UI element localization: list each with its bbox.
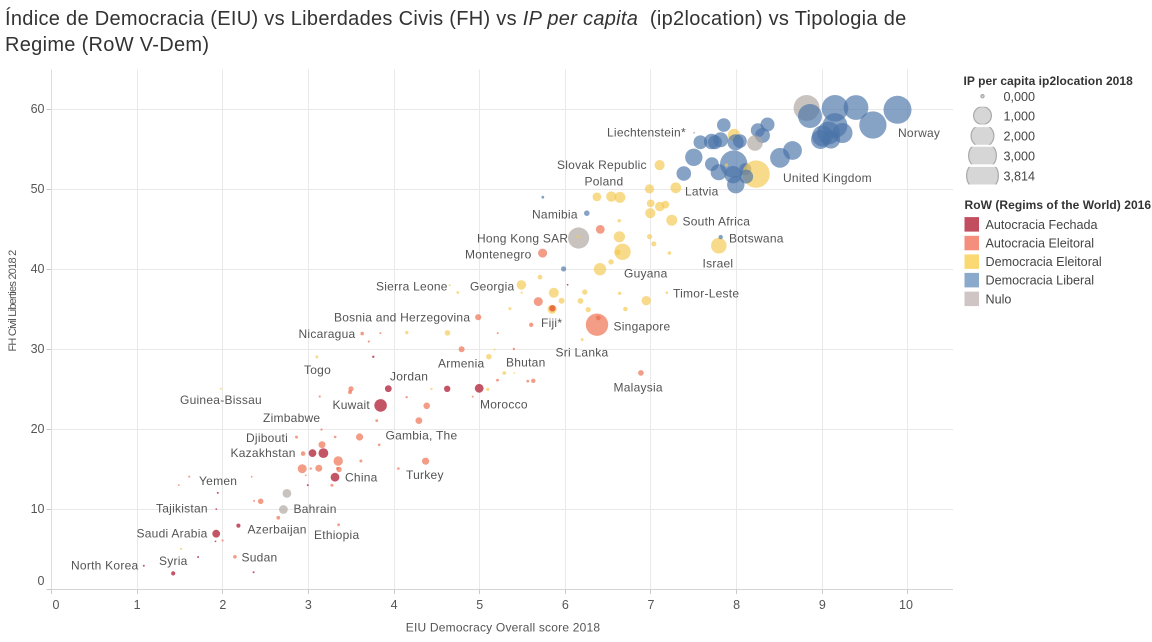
svg-text:Togo: Togo	[304, 363, 331, 377]
svg-text:4: 4	[391, 598, 398, 612]
svg-text:Israel: Israel	[703, 257, 734, 271]
svg-text:EIU Democracy Overall score 20: EIU Democracy Overall score 2018	[406, 621, 601, 635]
svg-text:1: 1	[134, 598, 141, 612]
svg-text:Armenia: Armenia	[438, 357, 485, 371]
svg-text:Nulo: Nulo	[986, 292, 1012, 306]
svg-text:Namibia: Namibia	[532, 208, 578, 222]
svg-text:3,814: 3,814	[1004, 169, 1036, 183]
svg-text:Malaysia: Malaysia	[614, 381, 663, 395]
svg-text:Timor-Leste: Timor-Leste	[673, 287, 739, 301]
svg-text:5: 5	[476, 598, 483, 612]
svg-text:0: 0	[38, 574, 45, 588]
svg-text:Autocracia Eleitoral: Autocracia Eleitoral	[986, 237, 1095, 251]
svg-text:Sudan: Sudan	[242, 551, 278, 565]
svg-text:Tajikistan: Tajikistan	[156, 502, 208, 516]
svg-text:Autocracia Fechada: Autocracia Fechada	[986, 218, 1098, 232]
svg-text:China: China	[345, 471, 378, 485]
svg-text:Morocco: Morocco	[480, 398, 528, 412]
svg-text:North Korea: North Korea	[71, 559, 139, 573]
svg-text:Zimbabwe: Zimbabwe	[263, 411, 320, 425]
svg-text:Bahrain: Bahrain	[294, 502, 337, 516]
svg-text:6: 6	[562, 598, 569, 612]
svg-text:Singapore: Singapore	[614, 320, 671, 334]
svg-text:Liechtenstein*: Liechtenstein*	[607, 126, 686, 140]
svg-text:Slovak Republic: Slovak Republic	[557, 158, 647, 172]
svg-text:10: 10	[31, 502, 45, 516]
svg-text:Sri Lanka: Sri Lanka	[556, 346, 609, 360]
svg-text:50: 50	[31, 182, 45, 196]
svg-text:0,000: 0,000	[1004, 90, 1036, 104]
svg-text:IP per capita ip2location 2018: IP per capita ip2location 2018	[964, 74, 1134, 88]
svg-text:40: 40	[31, 262, 45, 276]
svg-text:Democracia Liberal: Democracia Liberal	[986, 274, 1095, 288]
svg-text:30: 30	[31, 342, 45, 356]
svg-text:Azerbaijan: Azerbaijan	[248, 523, 307, 537]
svg-text:Fiji*: Fiji*	[541, 316, 562, 330]
svg-text:3: 3	[305, 598, 312, 612]
svg-text:South Africa: South Africa	[683, 215, 751, 229]
svg-text:Bosnia and Herzegovina: Bosnia and Herzegovina	[334, 311, 470, 325]
svg-text:Turkey: Turkey	[406, 468, 444, 482]
svg-text:2: 2	[219, 598, 226, 612]
svg-text:Kuwait: Kuwait	[333, 398, 371, 412]
svg-text:United Kingdom: United Kingdom	[783, 171, 872, 185]
svg-text:Guyana: Guyana	[624, 267, 668, 281]
svg-text:Norway: Norway	[898, 126, 940, 140]
svg-text:Montenegro: Montenegro	[465, 248, 532, 262]
svg-text:Poland: Poland	[585, 175, 624, 189]
svg-text:Jordan: Jordan	[390, 370, 428, 384]
svg-text:3,000: 3,000	[1004, 149, 1036, 163]
svg-text:1,000: 1,000	[1004, 109, 1036, 123]
svg-text:Democracia Eleitoral: Democracia Eleitoral	[986, 255, 1102, 269]
svg-text:Saudi Arabia: Saudi Arabia	[137, 527, 208, 541]
svg-text:10: 10	[899, 598, 913, 612]
svg-text:Ethiopia: Ethiopia	[314, 528, 359, 542]
svg-text:2,000: 2,000	[1004, 130, 1036, 144]
svg-text:Syria: Syria	[159, 554, 188, 568]
svg-text:FH Civil Liberties 2018 2: FH Civil Liberties 2018 2	[7, 250, 19, 352]
svg-text:Bhutan: Bhutan	[506, 356, 546, 370]
svg-text:Botswana: Botswana	[729, 232, 784, 246]
svg-text:20: 20	[31, 422, 45, 436]
svg-text:Hong Kong SAR: Hong Kong SAR	[477, 232, 568, 246]
svg-text:Latvia: Latvia	[685, 185, 719, 199]
svg-text:Gambia, The: Gambia, The	[386, 429, 458, 443]
svg-text:8: 8	[733, 598, 740, 612]
svg-text:Djibouti: Djibouti	[246, 431, 288, 445]
svg-text:Kazakhstan: Kazakhstan	[231, 446, 296, 460]
svg-text:Nicaragua: Nicaragua	[299, 327, 356, 341]
svg-text:Guinea-Bissau: Guinea-Bissau	[180, 393, 262, 407]
svg-text:Yemen: Yemen	[199, 474, 237, 488]
svg-text:Sierra Leone: Sierra Leone	[376, 280, 448, 294]
svg-text:RoW (Regims of the World) 2016: RoW (Regims of the World) 2016	[965, 198, 1152, 212]
svg-text:7: 7	[648, 598, 655, 612]
svg-text:Georgia: Georgia	[470, 280, 515, 294]
svg-text:9: 9	[819, 598, 826, 612]
svg-text:60: 60	[31, 102, 45, 116]
svg-text:0: 0	[53, 598, 60, 612]
